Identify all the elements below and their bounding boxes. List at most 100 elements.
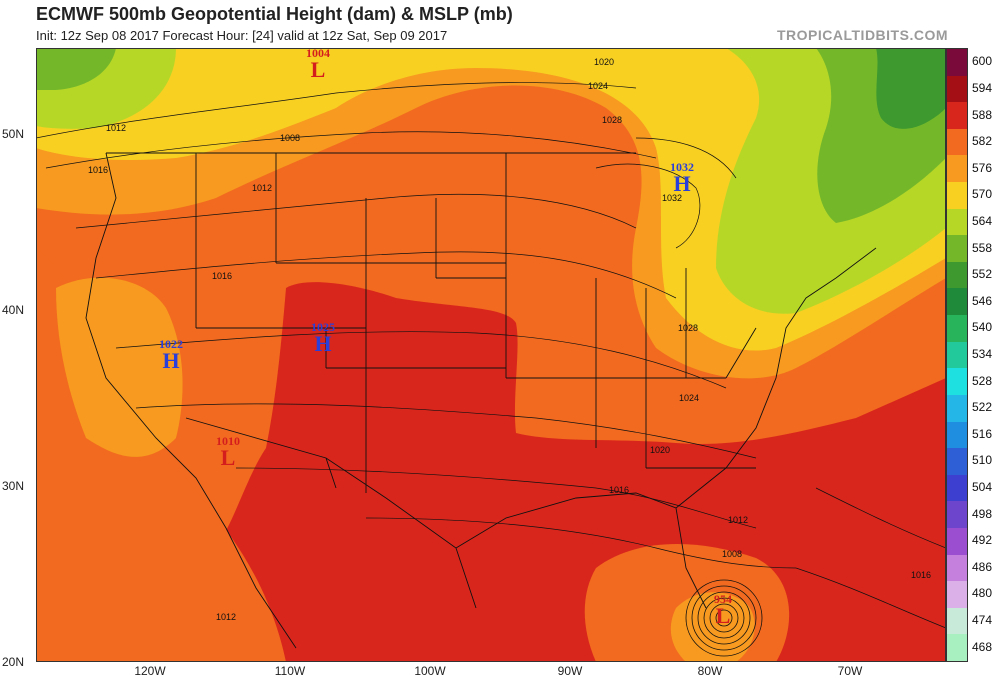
legend-label: 528 bbox=[972, 373, 993, 388]
lon-label-70w: 70W bbox=[837, 664, 863, 678]
legend-label: 504 bbox=[972, 480, 993, 495]
isobar-label: 1016 bbox=[608, 485, 630, 495]
height-band-558 bbox=[36, 48, 946, 223]
isobar-label: 1028 bbox=[677, 323, 699, 333]
legend-label: 588 bbox=[972, 107, 993, 122]
lon-label-80w: 80W bbox=[697, 664, 723, 678]
low-letter: L bbox=[310, 57, 326, 82]
legend-label: 540 bbox=[972, 320, 993, 335]
legend-swatch bbox=[947, 341, 967, 369]
low-letter: L bbox=[715, 603, 731, 628]
high-pressure-marker: 1025 H bbox=[311, 321, 335, 355]
isobar-label: 1008 bbox=[279, 133, 301, 143]
legend-swatch bbox=[947, 128, 967, 156]
lon-label-120w: 120W bbox=[134, 664, 166, 678]
lat-label-20n: 20N bbox=[2, 655, 25, 669]
pressure-value: 1010 bbox=[216, 434, 240, 448]
lat-label-40n: 40N bbox=[2, 303, 25, 317]
map-frame bbox=[36, 48, 946, 662]
lon-label-100w: 100W bbox=[414, 664, 446, 678]
legend-swatch bbox=[947, 235, 967, 263]
legend-label: 546 bbox=[972, 293, 993, 308]
isobar-label: 1028 bbox=[601, 115, 623, 125]
legend-swatch bbox=[947, 634, 967, 662]
forecast-map bbox=[36, 48, 946, 662]
lon-label-110w: 110W bbox=[274, 664, 306, 678]
legend-label: 516 bbox=[972, 426, 993, 441]
isobar-label: 1024 bbox=[678, 393, 700, 403]
high-pressure-marker: 1032 H bbox=[670, 161, 694, 195]
legend-label: 552 bbox=[972, 267, 993, 282]
legend-swatch bbox=[947, 554, 967, 582]
legend-swatch bbox=[947, 102, 967, 130]
low-letter: L bbox=[220, 445, 236, 470]
pressure-value: 954 bbox=[714, 592, 732, 606]
legend-label: 534 bbox=[972, 347, 993, 361]
mslp-isobars bbox=[36, 82, 946, 629]
high-letter: H bbox=[673, 171, 691, 196]
isobar-label: 1016 bbox=[87, 165, 109, 175]
lon-label-90w: 90W bbox=[557, 664, 583, 678]
brand-logo-text: TROPICALTIDBITS.COM bbox=[776, 27, 948, 43]
isobar-label: 1012 bbox=[251, 183, 273, 193]
legend-label: 564 bbox=[972, 213, 993, 228]
isobar-label: 1032 bbox=[661, 193, 683, 203]
lat-label-50n: 50N bbox=[2, 127, 25, 141]
height-band-570 bbox=[36, 48, 946, 351]
legend-swatch bbox=[947, 581, 967, 609]
legend-swatch bbox=[947, 421, 967, 449]
legend-swatch bbox=[947, 607, 967, 635]
pressure-value: 1022 bbox=[159, 337, 183, 351]
legend-label: 468 bbox=[972, 639, 993, 654]
hurricane-isobar-rings bbox=[685, 579, 763, 657]
legend-label: 486 bbox=[972, 559, 993, 574]
legend-swatch bbox=[947, 368, 967, 396]
isobar-label: 1012 bbox=[215, 612, 237, 622]
high-letter: H bbox=[314, 331, 332, 356]
legend-swatch bbox=[947, 155, 967, 183]
legend-label: 576 bbox=[972, 160, 993, 175]
legend-swatch bbox=[947, 261, 967, 289]
height-band-552 bbox=[876, 48, 946, 129]
legend-label: 570 bbox=[972, 187, 993, 202]
legend-swatch bbox=[947, 315, 967, 343]
isobar-label: 1016 bbox=[211, 271, 233, 281]
legend-swatch bbox=[947, 474, 967, 502]
pressure-value: 1004 bbox=[306, 46, 330, 60]
isobar-label: 1008 bbox=[721, 549, 743, 559]
legend-label: 492 bbox=[972, 533, 993, 548]
legend-label: 474 bbox=[972, 613, 993, 628]
legend-label: 510 bbox=[972, 453, 993, 468]
legend-label: 600 bbox=[972, 54, 993, 69]
pressure-value: 1025 bbox=[311, 320, 335, 334]
legend-swatch bbox=[947, 527, 967, 556]
legend-swatch bbox=[947, 75, 967, 103]
legend-label: 480 bbox=[972, 586, 993, 601]
color-scale-legend bbox=[946, 48, 968, 662]
isobar-label: 1020 bbox=[593, 57, 615, 67]
map-subtitle: Init: 12z Sep 08 2017 Forecast Hour: [24… bbox=[36, 28, 448, 43]
legend-swatch bbox=[947, 182, 967, 210]
legend-label: 582 bbox=[972, 134, 993, 149]
legend-swatch bbox=[947, 288, 967, 316]
legend-swatch bbox=[947, 501, 967, 529]
legend-swatch bbox=[947, 49, 967, 77]
isobar-label: 1024 bbox=[587, 81, 609, 91]
low-pressure-marker: 1010 L bbox=[216, 435, 240, 469]
isobar-label: 1012 bbox=[727, 515, 749, 525]
lat-label-30n: 30N bbox=[2, 479, 25, 493]
political-borders bbox=[85, 152, 877, 649]
legend-label: 498 bbox=[972, 506, 993, 521]
map-title: ECMWF 500mb Geopotential Height (dam) & … bbox=[36, 4, 513, 24]
legend-swatch bbox=[947, 208, 967, 236]
high-letter: H bbox=[162, 348, 180, 373]
high-pressure-marker: 1022 H bbox=[159, 338, 183, 372]
hurricane-low-marker: 954 L bbox=[714, 593, 732, 627]
legend-label: 594 bbox=[972, 80, 993, 95]
height-band-564 bbox=[36, 48, 946, 314]
hurricane-core bbox=[670, 592, 755, 662]
isobar-label: 1016 bbox=[910, 570, 932, 580]
isobar-label: 1020 bbox=[649, 445, 671, 455]
low-pressure-marker: 1004 L bbox=[306, 47, 330, 81]
